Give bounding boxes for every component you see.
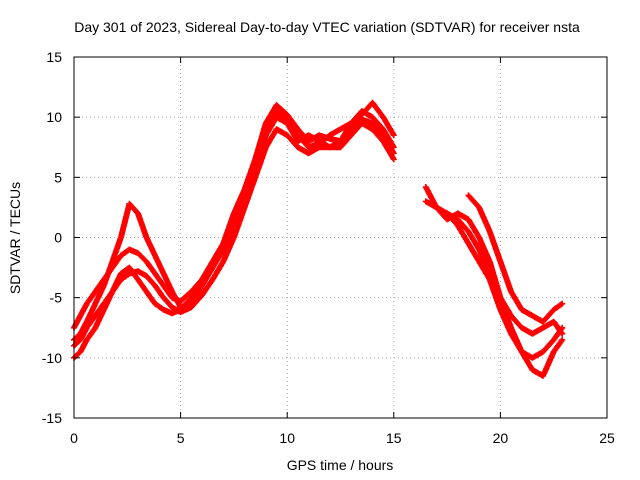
y-tick-label: 15 <box>46 49 62 65</box>
x-tick-label: 0 <box>70 430 78 446</box>
y-axis-label: SDTVAR / TECUs <box>7 182 23 294</box>
y-tick-label: 5 <box>54 169 62 185</box>
y-tick-label: 10 <box>46 109 62 125</box>
y-tick-label: -15 <box>42 410 62 426</box>
y-tick-label: 0 <box>54 230 62 246</box>
y-axis-ticks: -15 -10 -5 0 5 10 15 <box>42 49 607 426</box>
series-s8 <box>444 210 566 337</box>
series-markers <box>444 210 566 337</box>
x-tick-label: 15 <box>386 430 402 446</box>
y-tick-label: -5 <box>50 290 63 306</box>
series-s7 <box>465 192 566 325</box>
chart-title: Day 301 of 2023, Sidereal Day-to-day VTE… <box>74 19 580 35</box>
y-tick-label: -10 <box>42 350 62 366</box>
data-points <box>71 99 566 379</box>
x-tick-label: 10 <box>279 430 295 446</box>
series-markers <box>465 192 566 325</box>
x-tick-label: 5 <box>177 430 185 446</box>
x-axis-ticks: 0 5 10 15 20 25 <box>70 57 615 446</box>
x-tick-label: 25 <box>599 430 615 446</box>
x-tick-label: 20 <box>493 430 509 446</box>
x-axis-label: GPS time / hours <box>287 457 394 473</box>
